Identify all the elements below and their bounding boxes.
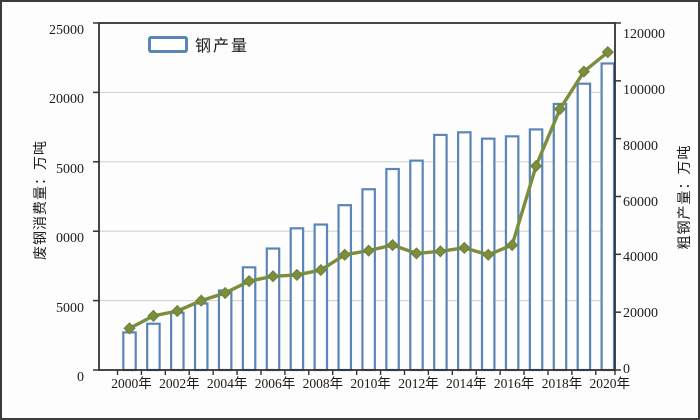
marker-2014年 xyxy=(458,241,471,254)
marker-2016年 xyxy=(506,238,519,252)
x-tick-label: 2004年 xyxy=(206,376,248,391)
marker-2008年 xyxy=(314,263,327,277)
bar-2006年 xyxy=(265,247,281,372)
marker-2012年 xyxy=(410,247,423,260)
bar-2020年 xyxy=(600,62,616,372)
marker-2001年 xyxy=(147,309,160,322)
y-right-tick-label: 40000 xyxy=(623,250,658,266)
marker-2017年 xyxy=(529,159,543,173)
legend-item-label: 钢产量 xyxy=(195,38,250,55)
x-tick-label: 2000年 xyxy=(111,376,152,391)
marker-2010年 xyxy=(362,244,375,257)
bar-2012年 xyxy=(409,159,424,372)
y-right-tick-label: 60000 xyxy=(623,194,658,210)
marker-2020年 xyxy=(601,46,614,59)
marker-2018年 xyxy=(553,102,567,116)
bar-2001年 xyxy=(146,322,161,372)
bar-2019年 xyxy=(576,82,592,372)
bar-2016年 xyxy=(504,135,520,372)
x-tick-label: 2002年 xyxy=(159,376,200,391)
marker-2013年 xyxy=(434,245,447,258)
bar-2007年 xyxy=(289,227,305,372)
x-tick-label: 2006年 xyxy=(254,376,296,391)
y-right-tick-label: 80000 xyxy=(623,138,658,154)
bar-2004年 xyxy=(217,289,233,372)
y-right-tick-label: 20000 xyxy=(623,306,658,322)
bar-2009年 xyxy=(337,204,353,372)
chart-legend: 钢产量 xyxy=(148,32,249,56)
x-tick-label: 2014年 xyxy=(446,376,487,391)
bar-2002年 xyxy=(170,311,185,372)
marker-2002年 xyxy=(171,304,184,318)
y-right-tick-label: 0 xyxy=(623,362,630,377)
bar-2003年 xyxy=(193,302,209,372)
y-right-tick-label: 100000 xyxy=(623,82,665,98)
marker-2005年 xyxy=(242,275,256,288)
marker-2000年 xyxy=(123,322,136,335)
marker-2015年 xyxy=(482,248,495,261)
bar-2010年 xyxy=(361,188,376,372)
marker-2007年 xyxy=(290,268,304,282)
x-tick-label: 2018年 xyxy=(541,376,583,391)
x-tick-label: 2016年 xyxy=(493,376,535,391)
y-left-tick-label: 25000 xyxy=(49,23,84,38)
bar-2008年 xyxy=(313,223,329,372)
bar-2000年 xyxy=(122,331,137,372)
x-tick-label: 2008年 xyxy=(302,376,344,391)
x-tick-label: 2020年 xyxy=(589,376,631,391)
right-axis-title: 粗钢产量：万吨 xyxy=(678,144,693,250)
y-left-tick-label: 20000 xyxy=(49,92,84,108)
y-left-tick-label: 0 xyxy=(77,370,84,385)
marker-2011年 xyxy=(386,238,399,252)
bar-2011年 xyxy=(385,167,400,372)
left-axis-title: 废钢消费量：万吨 xyxy=(34,140,49,260)
legend-bar-swatch-icon xyxy=(148,35,188,53)
marker-2019年 xyxy=(577,65,590,78)
marker-2009年 xyxy=(338,248,351,261)
y-right-tick-label: 120000 xyxy=(623,27,665,42)
x-tick-label: 2010年 xyxy=(350,376,391,391)
y-left-tick-label: 5000 xyxy=(56,300,84,316)
bar-2018年 xyxy=(552,102,568,372)
marker-2003年 xyxy=(195,294,208,307)
marker-2004年 xyxy=(219,286,232,300)
y-left-tick-label: 0000 xyxy=(56,231,84,247)
marker-2006年 xyxy=(266,270,280,283)
x-tick-label: 2012年 xyxy=(398,376,439,391)
y-left-tick-label: 5000 xyxy=(56,161,84,177)
